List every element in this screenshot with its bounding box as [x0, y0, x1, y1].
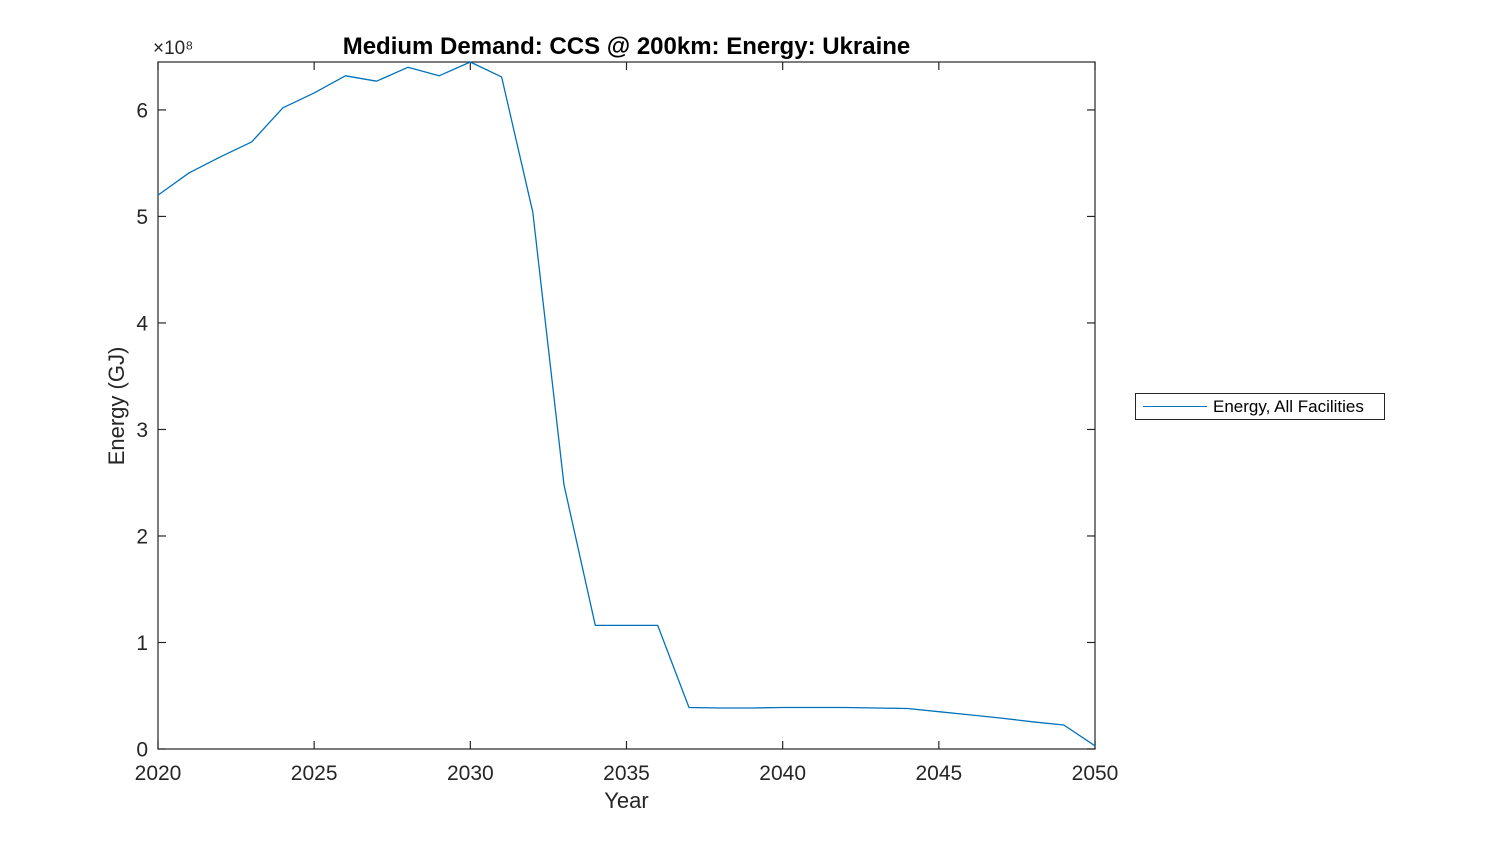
- y-tick-label: 4: [136, 312, 148, 335]
- x-tick-label: 2045: [915, 762, 962, 785]
- x-tick-label: 2040: [759, 762, 806, 785]
- x-tick-label: 2035: [603, 762, 650, 785]
- x-axis-label: Year: [604, 788, 649, 813]
- y-tick-label: 1: [136, 632, 148, 655]
- x-tick-label: 2050: [1072, 762, 1119, 785]
- x-tick-label: 2025: [291, 762, 338, 785]
- legend-line-sample: [1143, 406, 1207, 407]
- legend-label: Energy, All Facilities: [1213, 396, 1364, 416]
- x-tick-label: 2030: [447, 762, 494, 785]
- y-tick-label: 2: [136, 525, 148, 548]
- y-axis-label: Energy (GJ): [104, 346, 129, 466]
- axes-box: [157, 61, 1096, 750]
- y-tick-label: 6: [136, 99, 148, 122]
- y-tick-label: 0: [136, 739, 148, 762]
- y-tick-label: 3: [136, 419, 148, 442]
- x-tick-label: 2020: [135, 762, 182, 785]
- data-line: [157, 61, 1096, 747]
- legend: Energy, All Facilities: [1135, 393, 1385, 420]
- chart-title: Medium Demand: CCS @ 200km: Energy: Ukra…: [342, 33, 911, 60]
- y-axis-multiplier: ×10⁸: [153, 38, 194, 59]
- y-tick-label: 5: [136, 206, 148, 229]
